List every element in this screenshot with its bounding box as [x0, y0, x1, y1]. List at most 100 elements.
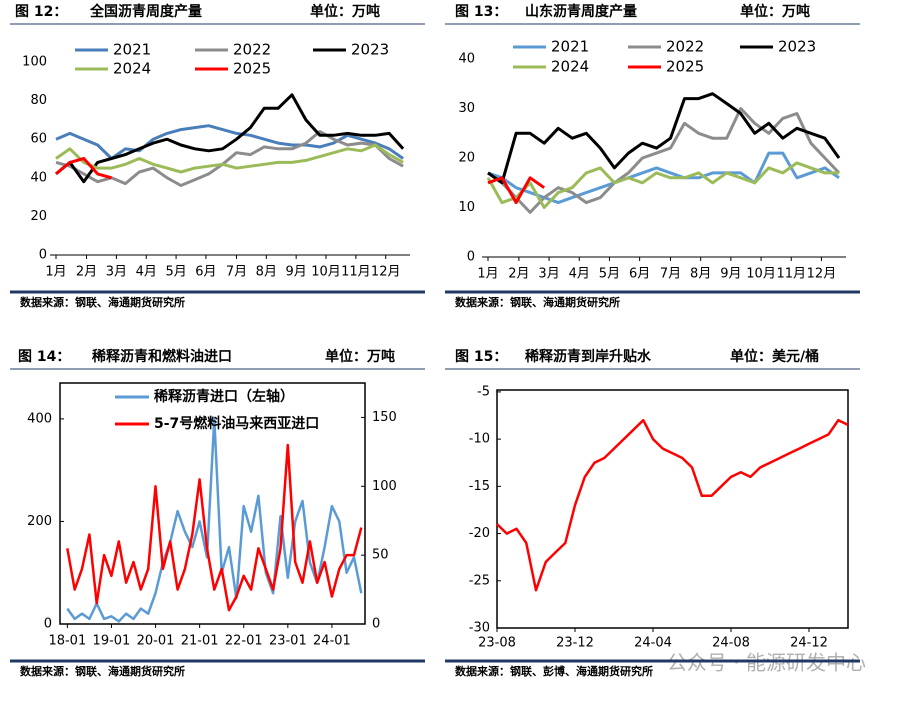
x-tick-label: 2月: [508, 267, 529, 282]
x-tick-label: 1月: [45, 265, 66, 280]
unit-label: 单位：万吨: [740, 3, 810, 20]
y-tick-label: -5: [477, 384, 490, 399]
x-tick-label: 5月: [599, 267, 620, 282]
y-tick-label: 60: [30, 132, 47, 147]
x-tick-label: 23-08: [478, 636, 516, 651]
x-tick-label: 24-12: [790, 636, 828, 651]
y-tick-label: 20: [30, 209, 47, 224]
y-tick-label: -15: [469, 479, 490, 494]
legend-label: 2021: [113, 41, 151, 59]
legend-label: 2024: [113, 60, 151, 78]
y-tick-label: 30: [458, 101, 475, 116]
y-tick-label: 400: [27, 411, 52, 426]
legend-label: 2025: [666, 58, 704, 76]
y-tick-label: 200: [27, 514, 52, 529]
series-line: [487, 151, 840, 205]
chart-title: 稀释沥青到岸升贴水: [525, 348, 652, 365]
y-tick-label: -30: [469, 621, 490, 636]
y-tick-label: 100: [22, 55, 47, 70]
x-tick-label: 6月: [195, 265, 216, 280]
series-line: [55, 143, 404, 174]
legend-label: 2022: [666, 38, 704, 56]
x-tick-label: 2月: [76, 265, 97, 280]
y-tick-label: -10: [469, 432, 490, 447]
y2-tick-label: 150: [372, 410, 397, 425]
x-tick-label: 18-01: [48, 634, 86, 649]
x-tick-label: 20-01: [137, 634, 175, 649]
y-tick-label: 10: [458, 200, 475, 215]
source-note: 数据来源：钢联、海通期货研究所: [455, 295, 620, 309]
x-tick-label: 8月: [690, 267, 711, 282]
x-tick-label: 23-12: [556, 636, 594, 651]
x-tick-label: 10月: [311, 265, 341, 280]
x-tick-label: 11月: [776, 267, 806, 282]
source-note: 数据来源：钢联、海通期货研究所: [20, 295, 185, 309]
x-tick-label: 24-08: [712, 636, 750, 651]
series-line: [55, 93, 405, 184]
y-tick-label: 0: [467, 250, 475, 265]
series-line: [66, 443, 363, 612]
figure-label: 图 14：: [18, 349, 70, 365]
x-tick-label: 9月: [286, 265, 307, 280]
x-tick-label: 24-01: [313, 634, 351, 649]
figure-label: 图 13：: [455, 4, 507, 20]
x-tick-label: 4月: [136, 265, 157, 280]
x-tick-label: 5月: [165, 265, 186, 280]
x-tick-label: 19-01: [93, 634, 131, 649]
legend-label: 2023: [778, 38, 816, 56]
chart-title: 稀释沥青和燃料油进口: [92, 348, 232, 365]
series-line: [55, 124, 404, 160]
chart-title: 全国沥青周度产量: [89, 3, 202, 20]
legend-label: 2023: [351, 41, 389, 59]
x-tick-label: 6月: [629, 267, 650, 282]
source-note: 数据来源：钢联、彭博、海通期货研究所: [455, 664, 653, 678]
x-tick-label: 22-01: [225, 634, 263, 649]
x-tick-label: 24-04: [634, 636, 672, 651]
series-line: [486, 161, 839, 209]
y-tick-label: 0: [44, 617, 52, 632]
y2-tick-label: 50: [372, 548, 389, 563]
series-line: [487, 107, 841, 214]
x-tick-label: 9月: [720, 267, 741, 282]
figure-label: 图 15：: [455, 349, 507, 365]
legend-label: 2021: [551, 38, 589, 56]
y2-tick-label: 100: [372, 479, 397, 494]
y-tick-label: 40: [458, 52, 475, 67]
series-line: [55, 130, 404, 187]
x-tick-label: 11月: [341, 265, 371, 280]
y-tick-label: -25: [469, 573, 490, 588]
series-line: [66, 417, 363, 623]
legend-label: 2024: [551, 58, 589, 76]
x-tick-label: 4月: [569, 267, 590, 282]
series-line: [496, 418, 849, 592]
x-tick-label: 12月: [371, 265, 401, 280]
y-tick-label: 20: [458, 151, 475, 166]
plot-frame: [59, 382, 366, 625]
y-tick-label: 80: [30, 93, 47, 108]
x-tick-label: 8月: [256, 265, 277, 280]
y-tick-label: 0: [39, 248, 47, 263]
figure-label: 图 12：: [15, 4, 67, 20]
y2-tick-label: 0: [372, 617, 380, 632]
legend-label: 2025: [233, 60, 271, 78]
y-tick-label: 40: [30, 170, 47, 185]
series-line: [487, 176, 546, 205]
chart-title: 山东沥青周度产量: [525, 3, 637, 20]
legend-label: 稀释沥青进口（左轴）: [154, 388, 294, 405]
legend-label: 5-7号燃料油马来西亚进口: [154, 415, 319, 432]
x-tick-label: 3月: [538, 267, 559, 282]
x-tick-label: 1月: [477, 267, 498, 282]
unit-label: 单位：美元/桶: [730, 348, 819, 365]
x-tick-label: 21-01: [181, 634, 219, 649]
x-tick-label: 3月: [106, 265, 127, 280]
source-note: 数据来源：钢联、海通期货研究所: [20, 664, 185, 678]
x-tick-label: 7月: [660, 267, 681, 282]
series-line: [487, 92, 841, 185]
unit-label: 单位：万吨: [310, 3, 380, 20]
legend-label: 2022: [233, 41, 271, 59]
x-tick-label: 10月: [746, 267, 776, 282]
unit-label: 单位：万吨: [325, 348, 395, 365]
plot-frame: [496, 389, 849, 629]
x-tick-label: 12月: [807, 267, 837, 282]
